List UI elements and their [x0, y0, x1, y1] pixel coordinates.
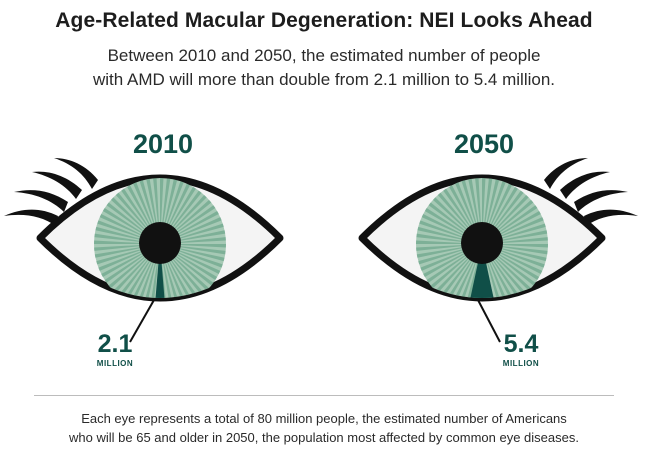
- subtitle-line-2: with AMD will more than double from 2.1 …: [92, 70, 556, 89]
- pointer-line-left: [129, 299, 155, 343]
- pointer-line-right: [477, 299, 501, 343]
- amd-wedge-2050: [468, 244, 496, 298]
- value-2050: 5.4 MILLION: [496, 331, 546, 368]
- footnote-line-1: Each eye represents a total of 80 millio…: [81, 411, 567, 426]
- page-title: Age-Related Macular Degeneration: NEI Lo…: [55, 9, 593, 32]
- pupil-left: [139, 222, 181, 264]
- amd-wedge-2010: [154, 244, 166, 298]
- footnote: Each eye represents a total of 80 millio…: [0, 409, 648, 447]
- eyelashes-right: [544, 158, 638, 226]
- eyes-illustration: [4, 158, 638, 343]
- value-number-2050: 5.4: [503, 330, 539, 358]
- value-unit-2050: MILLION: [502, 359, 540, 368]
- year-label-2050: 2050: [453, 129, 515, 159]
- eyelashes-left: [4, 158, 98, 226]
- subtitle: Between 2010 and 2050, the estimated num…: [0, 44, 648, 92]
- eye-2010: [4, 158, 284, 343]
- pupil-right: [461, 222, 503, 264]
- subtitle-line-1: Between 2010 and 2050, the estimated num…: [107, 46, 541, 65]
- divider: [34, 395, 614, 396]
- value-number-2010: 2.1: [97, 330, 133, 358]
- value-2010: 2.1 MILLION: [90, 331, 140, 368]
- footnote-line-2: who will be 65 and older in 2050, the po…: [69, 430, 579, 445]
- eye-2050: [358, 158, 638, 343]
- value-unit-2010: MILLION: [96, 359, 134, 368]
- year-label-2010: 2010: [132, 129, 194, 159]
